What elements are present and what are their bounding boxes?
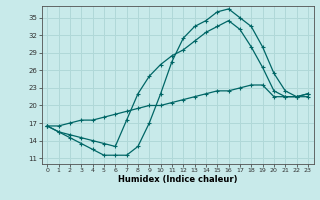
X-axis label: Humidex (Indice chaleur): Humidex (Indice chaleur) (118, 175, 237, 184)
